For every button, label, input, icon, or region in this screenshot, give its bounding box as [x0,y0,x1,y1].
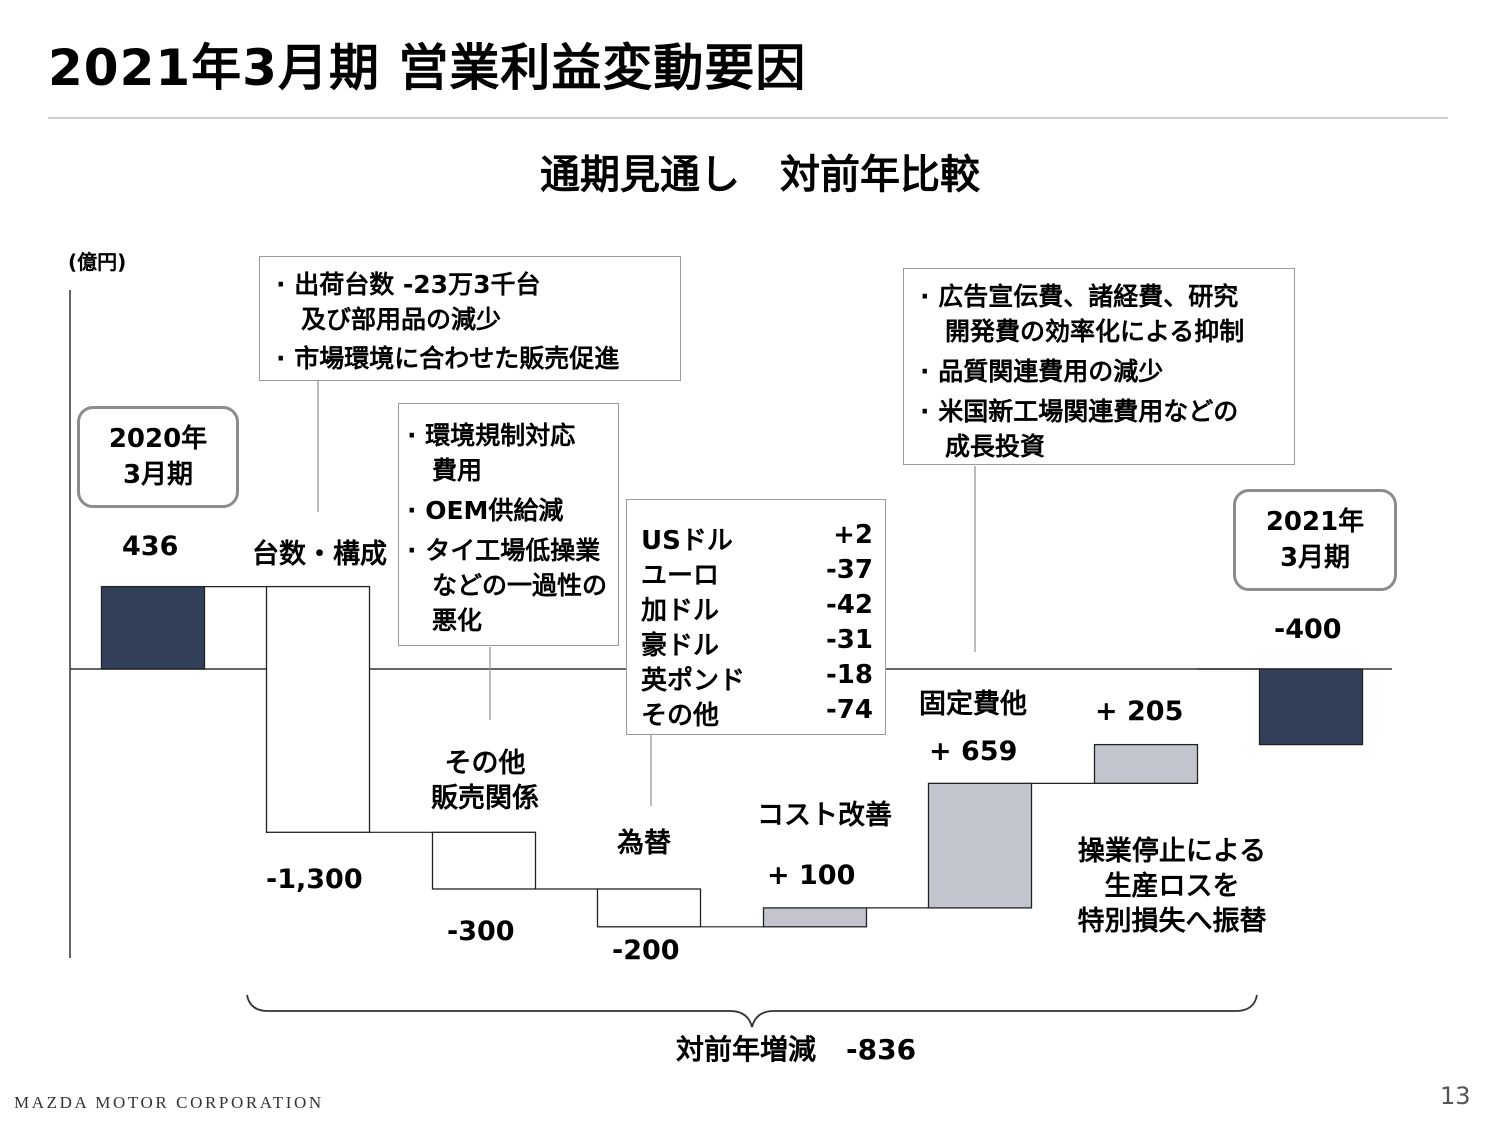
fx-currency: 英ポンド [641,666,746,696]
category-fx: 為替 [617,828,671,859]
company-name: MAZDA MOTOR CORPORATION [14,1093,324,1112]
category-volume-mix: 台数・構成 [252,539,387,570]
fx-value: -31 [826,625,873,655]
category-line: 操業停止による [1077,836,1267,867]
note-line: などの一過性の [407,571,608,600]
value-label-other-sales: -300 [447,916,515,947]
waterfall-bar [762,907,868,928]
note-line: · 出荷台数 -23万3千台 [276,270,541,299]
note-other-sales: · 環境規制対応 費用 · OEM供給減 · タイ工場低操業 などの一過性の 悪… [398,403,619,646]
note-line: · 市場環境に合わせた販売促進 [276,344,620,373]
value-label-cost: + 100 [767,860,856,891]
fx-row: 豪ドル -31 [641,625,873,661]
fx-currency: USドル [641,526,733,556]
fx-row: 加ドル -42 [641,590,873,626]
category-line: その他 [444,748,526,779]
note-line: · 品質関連費用の減少 [920,357,1164,386]
note-line: · タイ工場低操業 [407,536,601,565]
period-term: 3月期 [1279,543,1351,573]
end-period-badge: 2021年 3月期 [1233,489,1397,591]
fx-row: USドル +2 [641,520,873,556]
note-line: 費用 [407,456,483,485]
fx-breakdown-box: USドル +2 ユーロ -37 加ドル -42 豪ドル -31 英ポンド -18 その他 -… [626,499,886,735]
period-year: 2020年 [108,424,208,454]
fx-value: -18 [826,660,873,690]
unit-label: (億円) [68,250,127,274]
note-fixed-cost: · 広告宣伝費、諸経費、研究 開発費の効率化による抑制 · 品質関連費用の減少 … [903,268,1295,465]
total-change-brace [246,994,1258,1028]
category-cost: コスト改善 [757,800,892,831]
fx-currency: その他 [641,701,720,731]
page-number: 13 [1440,1082,1471,1110]
note-line: · 広告宣伝費、諸経費、研究 [920,282,1239,311]
total-change-value: -836 [846,1033,917,1066]
category-line: 生産ロスを [1104,871,1240,902]
waterfall-bar [1258,668,1364,746]
category-line: 特別損失へ振替 [1077,906,1267,937]
start-period-badge: 2020年 3月期 [77,406,239,508]
category-transfer: 操業停止による 生産ロスを 特別損失へ振替 [1062,834,1282,939]
waterfall-bar [596,888,702,928]
waterfall-bar [265,585,371,833]
value-label-end: -400 [1274,614,1342,645]
chart-subtitle: 通期見通し 対前年比較 [540,152,980,198]
note-line: 成長投資 [920,432,1046,461]
value-label-fx: -200 [612,935,680,966]
fx-row: ユーロ -37 [641,555,873,591]
note-volume: · 出荷台数 -23万3千台 及び部用品の減少 · 市場環境に合わせた販売促進 [259,256,681,381]
note-line: · 環境規制対応 [407,421,576,450]
fx-value: -74 [826,695,873,725]
fx-currency: 加ドル [641,596,720,626]
title-divider [48,117,1448,119]
fx-currency: 豪ドル [641,631,720,661]
value-label-volume: -1,300 [266,864,363,895]
total-change-label: 対前年増減 [676,1033,817,1066]
category-other-sales: その他 販売関係 [410,746,560,816]
period-term: 3月期 [122,460,194,490]
value-label-start: 436 [122,531,179,562]
note-line: · 米国新工場関連費用などの [920,397,1239,426]
note-line: · OEM供給減 [407,496,564,525]
waterfall-bar [927,782,1033,909]
fx-value: +2 [833,520,873,550]
total-change: 対前年増減 -836 [676,1028,916,1068]
waterfall-bar [100,585,206,670]
category-fixed: 固定費他 [919,689,1027,720]
period-year: 2021年 [1265,507,1365,537]
waterfall-bar [431,831,537,890]
category-line: 販売関係 [431,783,539,814]
value-label-transfer: + 205 [1095,696,1184,727]
fx-value: -37 [826,555,873,585]
note-line: 開発費の効率化による抑制 [920,317,1245,346]
fx-currency: ユーロ [641,561,720,591]
value-label-fixed: + 659 [929,736,1018,767]
note-line: 及び部用品の減少 [276,305,502,334]
note-line: 悪化 [407,606,483,635]
page-title: 2021年3月期 営業利益変動要因 [48,39,807,97]
fx-row: 英ポンド -18 [641,660,873,696]
waterfall-bar [1093,743,1199,784]
fx-value: -42 [826,590,873,620]
fx-row: その他 -74 [641,695,873,731]
